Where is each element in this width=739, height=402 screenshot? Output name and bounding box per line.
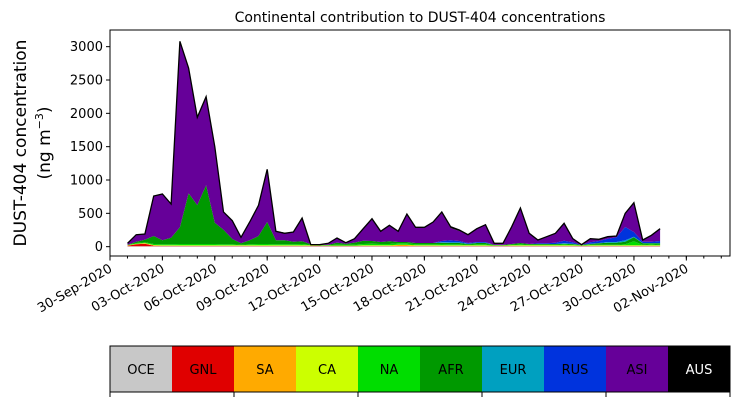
y-axis-label-line1: DUST-404 concentration — [11, 40, 31, 247]
y-axis-label-line2-prefix: (ng m — [35, 129, 55, 179]
legend-label-rus: RUS — [562, 363, 589, 378]
area-sa — [127, 243, 661, 246]
legend-frame — [109, 345, 731, 393]
legend-swatch-eur — [482, 346, 544, 392]
legend-label-aus: AUS — [686, 363, 713, 378]
legend-swatch-aus — [668, 346, 730, 392]
y-tick-label: 1000 — [70, 174, 103, 189]
y-tick-label: 3000 — [70, 40, 103, 55]
y-tick-label: 0 — [95, 240, 103, 255]
y-axis-ticks: 0 500 1000 1500 2000 2500 3000 — [70, 40, 110, 255]
y-axis-label-line2-sup: −3 — [33, 113, 46, 129]
legend-swatch-rus — [544, 346, 606, 392]
x-axis-ticks: 30-Sep-202003-Oct-202006-Oct-202009-Oct-… — [35, 256, 722, 316]
area-asi — [127, 41, 661, 245]
legend-swatch-afr — [420, 346, 482, 392]
legend-swatch-oce — [110, 346, 172, 392]
area-afr — [127, 185, 661, 246]
y-tick-label: 2000 — [70, 107, 103, 122]
plot-frame — [109, 29, 731, 257]
area-rus — [127, 185, 661, 245]
legend-label-sa: SA — [256, 363, 273, 378]
legend-swatch-ca — [296, 346, 358, 392]
chart-title: Continental contribution to DUST-404 con… — [235, 10, 606, 26]
legend-swatch-asi — [606, 346, 668, 392]
legend-label-ca: CA — [318, 363, 336, 378]
legend-swatch-na — [358, 346, 420, 392]
colorbar-legend: OCE GNL SA CA NA AFR EUR RUS ASI AUS — [109, 345, 731, 397]
y-tick-label: 2500 — [70, 74, 103, 89]
legend-label-asi: ASI — [627, 363, 648, 378]
legend-swatch-sa — [234, 346, 296, 392]
area-na — [127, 241, 661, 246]
total-outline — [127, 41, 661, 246]
legend-label-gnl: GNL — [189, 363, 217, 378]
area-ca — [127, 243, 661, 246]
area-gnl — [127, 243, 661, 247]
stacked-areas — [127, 41, 661, 247]
legend-label-na: NA — [380, 363, 399, 378]
legend-label-oce: OCE — [127, 363, 155, 378]
legend-label-afr: AFR — [438, 363, 463, 378]
y-tick-label: 1500 — [70, 140, 103, 155]
legend-swatch-gnl — [172, 346, 234, 392]
legend-label-eur: EUR — [500, 363, 527, 378]
y-tick-label: 500 — [78, 207, 103, 222]
y-axis-label-line2-suffix: ) — [35, 106, 55, 113]
y-axis-label-line2: (ng m−3) — [33, 106, 55, 179]
